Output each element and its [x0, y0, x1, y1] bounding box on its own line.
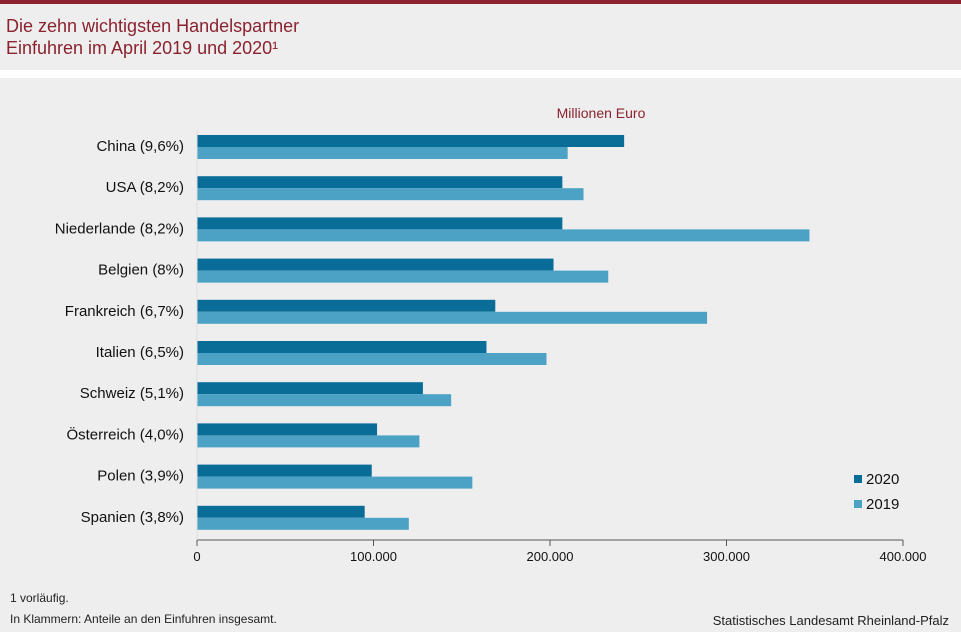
category-label: USA (8,2%) [106, 179, 184, 196]
x-tick-label: 200.000 [527, 549, 574, 564]
category-label: Schweiz (5,1%) [80, 385, 184, 402]
footnote-parentheses: In Klammern: Anteile an den Einfuhren in… [10, 612, 277, 626]
bar-2020 [197, 464, 372, 477]
chart-header: Die zehn wichtigsten Handelspartner Einf… [0, 4, 961, 70]
bar-2019 [197, 435, 420, 448]
category-label: Italien (6,5%) [96, 344, 184, 361]
bar-2019 [197, 517, 409, 530]
bar-2020 [197, 423, 378, 436]
category-label: Belgien (8%) [98, 262, 184, 279]
x-tick-label: 400.000 [880, 549, 927, 564]
legend-swatch-2020 [854, 475, 862, 483]
bar-2020 [197, 505, 365, 518]
category-label: Frankreich (6,7%) [65, 303, 184, 320]
bar-2019 [197, 476, 473, 489]
bar-2019 [197, 353, 547, 365]
category-label: Polen (3,9%) [97, 468, 184, 485]
legend-label-2019: 2019 [866, 496, 899, 513]
bar-2020 [197, 258, 554, 271]
x-tick-label: 300.000 [703, 549, 750, 564]
bar-2020 [197, 382, 423, 395]
chart-title: Die zehn wichtigsten Handelspartner [6, 16, 300, 36]
category-label: China (9,6%) [96, 138, 184, 155]
category-label: Niederlande (8,2%) [55, 220, 184, 237]
bar-2019 [197, 188, 584, 201]
legend-swatch-2019 [854, 500, 862, 508]
bar-2020 [197, 341, 487, 353]
bar-2019 [197, 394, 452, 407]
x-tick-label: 0 [193, 549, 200, 564]
bar-2020 [197, 135, 625, 147]
x-tick-label: 100.000 [350, 549, 397, 564]
category-label: Spanien (3,8%) [81, 509, 184, 526]
bar-2020 [197, 299, 496, 312]
category-label: Österreich (4,0%) [66, 425, 184, 443]
bar-2019 [197, 311, 708, 324]
chart-subtitle: Einfuhren im April 2019 und 2020¹ [6, 38, 279, 58]
bar-2020 [197, 217, 563, 230]
bar-2019 [197, 270, 609, 283]
bar-2019 [197, 147, 568, 159]
unit-label: Millionen Euro [557, 105, 646, 121]
legend-label-2020: 2020 [866, 471, 899, 488]
top-accent-bar [0, 0, 961, 4]
bar-2019 [197, 229, 810, 242]
source-label: Statistisches Landesamt Rheinland-Pfalz [712, 613, 949, 628]
header-separator [0, 70, 961, 78]
bar-2020 [197, 176, 563, 189]
footnote-preliminary: 1 vorläufig. [10, 591, 69, 605]
